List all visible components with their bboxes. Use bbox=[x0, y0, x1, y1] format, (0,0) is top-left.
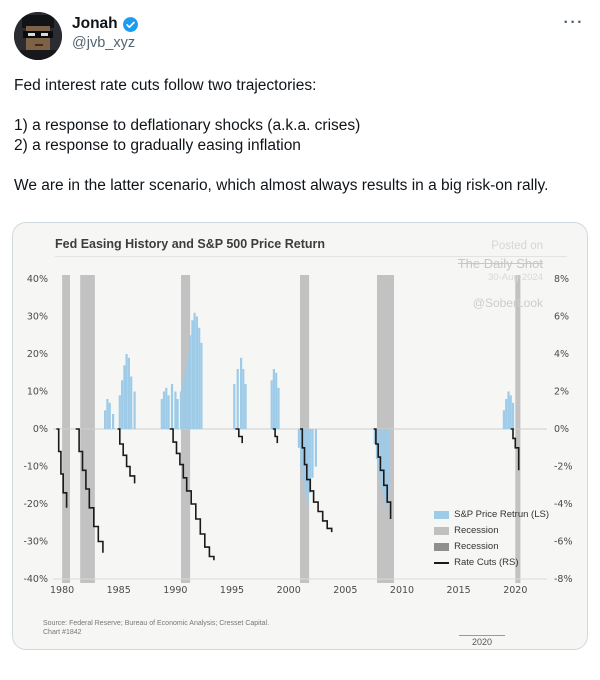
watermark-handle: @SoberLook bbox=[472, 295, 543, 310]
svg-text:2000: 2000 bbox=[277, 585, 301, 596]
svg-text:-10%: -10% bbox=[23, 462, 48, 473]
legend-swatch bbox=[434, 526, 450, 535]
legend-swatch bbox=[434, 542, 450, 551]
tweet-line: Fed interest rate cuts follow two trajec… bbox=[14, 77, 317, 94]
chart-source: Source: Federal Reserve; Bureau of Econo… bbox=[43, 619, 587, 637]
svg-text:2%: 2% bbox=[554, 387, 569, 398]
legend-label: S&P Price Retrun (LS) bbox=[454, 509, 549, 520]
svg-text:2005: 2005 bbox=[333, 585, 357, 596]
tweet-body: Fed interest rate cuts follow two trajec… bbox=[0, 60, 600, 196]
svg-text:0%: 0% bbox=[33, 424, 48, 435]
watermark-daily-shot: The Daily Shot bbox=[457, 255, 543, 271]
svg-text:-8%: -8% bbox=[554, 574, 573, 585]
svg-text:8%: 8% bbox=[554, 274, 569, 285]
legend-item: Recession bbox=[434, 541, 549, 552]
verified-badge-icon bbox=[122, 16, 139, 33]
svg-text:-2%: -2% bbox=[554, 462, 573, 473]
rate-cut-lines bbox=[56, 428, 520, 561]
svg-text:2015: 2015 bbox=[447, 585, 471, 596]
axis-fragment: 2020 bbox=[459, 635, 505, 647]
svg-text:-20%: -20% bbox=[23, 499, 48, 510]
watermark-date: 30-Aug-2024 bbox=[488, 272, 543, 284]
svg-text:1985: 1985 bbox=[107, 585, 131, 596]
svg-text:10%: 10% bbox=[27, 387, 48, 398]
axis-labels: 40% 30% 20% 10% 0% -10% -20% -30% -40% 8% 6% 4% 2% 0%… bbox=[23, 274, 572, 596]
chart-title: Fed Easing History and S&P 500 Price Ret… bbox=[55, 237, 567, 257]
axis-fragment-label: 2020 bbox=[471, 637, 493, 647]
chart-number: Chart #1842 bbox=[43, 629, 82, 636]
svg-text:20%: 20% bbox=[27, 349, 48, 360]
svg-text:30%: 30% bbox=[27, 312, 48, 323]
legend-swatch bbox=[434, 510, 450, 519]
tweet-header: Jonah @jvb_xyz ··· bbox=[0, 0, 600, 60]
author-block: Jonah @jvb_xyz bbox=[72, 12, 139, 60]
legend-swatch bbox=[434, 561, 450, 564]
chart-embed[interactable]: Fed Easing History and S&P 500 Price Ret… bbox=[12, 222, 588, 650]
avatar[interactable] bbox=[14, 12, 62, 60]
watermark: Posted on The Daily Shot 30-Aug-2024 @So… bbox=[458, 239, 543, 311]
svg-text:2020: 2020 bbox=[503, 585, 527, 596]
author-name-row: Jonah bbox=[72, 15, 139, 33]
tweet-line: 2) a response to gradually easing inflat… bbox=[14, 137, 301, 154]
svg-text:-4%: -4% bbox=[554, 499, 573, 510]
legend-item: Rate Cuts (RS) bbox=[434, 557, 549, 568]
legend-item: Recession bbox=[434, 525, 549, 536]
svg-text:-6%: -6% bbox=[554, 537, 573, 548]
chart-plot: 40% 30% 20% 10% 0% -10% -20% -30% -40% 8% 6% 4% 2% 0%… bbox=[15, 263, 585, 615]
watermark-posted-on: Posted on bbox=[491, 240, 543, 252]
author-handle[interactable]: @jvb_xyz bbox=[72, 35, 136, 51]
chart-legend: S&P Price Retrun (LS) Recession Recession R… bbox=[434, 509, 549, 573]
legend-item: S&P Price Retrun (LS) bbox=[434, 509, 549, 520]
legend-label: Recession bbox=[454, 525, 499, 536]
tweet-line: We are in the latter scenario, which alm… bbox=[14, 177, 549, 194]
chart-canvas: 40% 30% 20% 10% 0% -10% -20% -30% -40% 8% 6% 4% 2% 0%… bbox=[23, 274, 572, 596]
svg-text:1990: 1990 bbox=[163, 585, 187, 596]
svg-text:1980: 1980 bbox=[50, 585, 74, 596]
svg-text:2010: 2010 bbox=[390, 585, 414, 596]
tweet-line: 1) a response to deflationary shocks (a.… bbox=[14, 117, 361, 134]
legend-label: Rate Cuts (RS) bbox=[454, 557, 519, 568]
avatar-pixel-art bbox=[14, 12, 62, 60]
more-icon[interactable]: ··· bbox=[563, 14, 584, 31]
chart-source-line: Source: Federal Reserve; Bureau of Econo… bbox=[43, 620, 270, 627]
author-name[interactable]: Jonah bbox=[72, 15, 118, 32]
svg-text:6%: 6% bbox=[554, 312, 569, 323]
legend-label: Recession bbox=[454, 541, 499, 552]
svg-text:40%: 40% bbox=[27, 274, 48, 285]
svg-text:-30%: -30% bbox=[23, 537, 48, 548]
svg-text:0%: 0% bbox=[554, 424, 569, 435]
svg-text:1995: 1995 bbox=[220, 585, 244, 596]
svg-text:4%: 4% bbox=[554, 349, 569, 360]
svg-text:-40%: -40% bbox=[23, 574, 48, 585]
axis-fragment-line bbox=[459, 635, 505, 636]
